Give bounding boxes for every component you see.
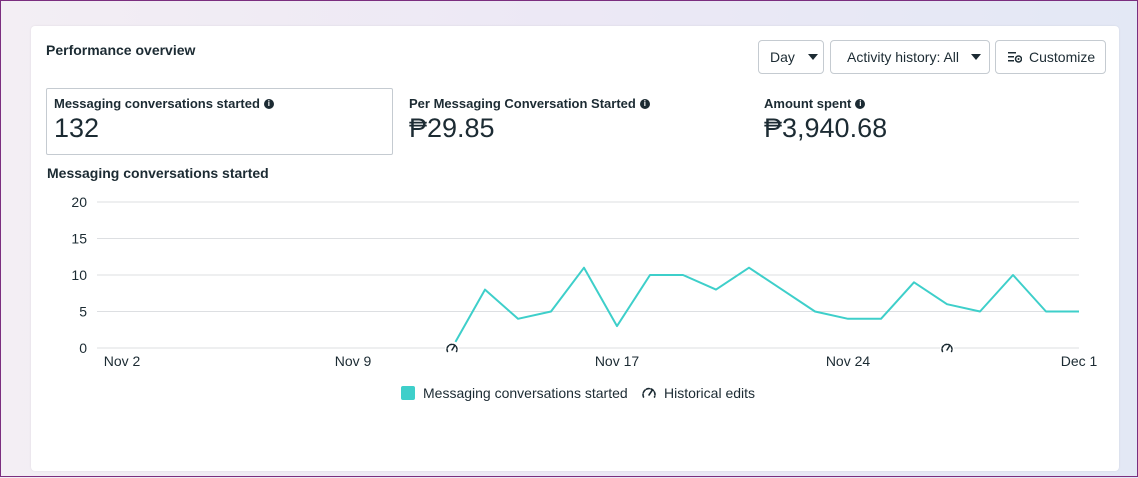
activity-history-dropdown[interactable]: Activity history: All — [830, 40, 990, 74]
metric-messaging-conversations[interactable]: Messaging conversations started i 132 — [54, 96, 274, 144]
chevron-down-icon — [807, 54, 818, 60]
page-title: Performance overview — [46, 42, 196, 58]
info-icon[interactable]: i — [639, 98, 650, 109]
metric-cost-per-conversation[interactable]: Per Messaging Conversation Started i ₱29… — [409, 96, 650, 144]
customize-label: Customize — [1029, 49, 1096, 65]
legend-series[interactable]: Messaging conversations started — [401, 385, 628, 401]
customize-button[interactable]: Customize — [995, 40, 1106, 74]
metric-value: ₱3,940.68 — [764, 113, 888, 143]
metric-value: 132 — [54, 113, 100, 143]
chart-title: Messaging conversations started — [47, 165, 269, 181]
legend-series-label: Messaging conversations started — [423, 385, 628, 401]
legend-edits[interactable]: Historical edits — [641, 385, 755, 401]
day-dropdown[interactable]: Day — [758, 40, 824, 74]
metric-value: ₱29.85 — [409, 113, 495, 143]
chevron-down-icon — [971, 54, 982, 60]
legend-swatch — [401, 386, 415, 400]
metric-label: Messaging conversations started — [54, 96, 260, 111]
historical-edits-icon — [642, 387, 656, 398]
day-dropdown-label: Day — [770, 49, 795, 65]
legend-edits-label: Historical edits — [664, 385, 756, 401]
metric-label: Per Messaging Conversation Started — [409, 96, 636, 111]
info-icon[interactable]: i — [263, 98, 274, 109]
activity-history-label: Activity history: All — [847, 49, 960, 65]
info-icon[interactable]: i — [855, 98, 866, 109]
performance-card — [31, 26, 1119, 471]
customize-icon — [1008, 52, 1022, 63]
metric-label: Amount spent — [764, 96, 852, 111]
metric-amount-spent[interactable]: Amount spent i ₱3,940.68 — [764, 96, 887, 144]
metric-card-selected[interactable] — [46, 88, 393, 155]
